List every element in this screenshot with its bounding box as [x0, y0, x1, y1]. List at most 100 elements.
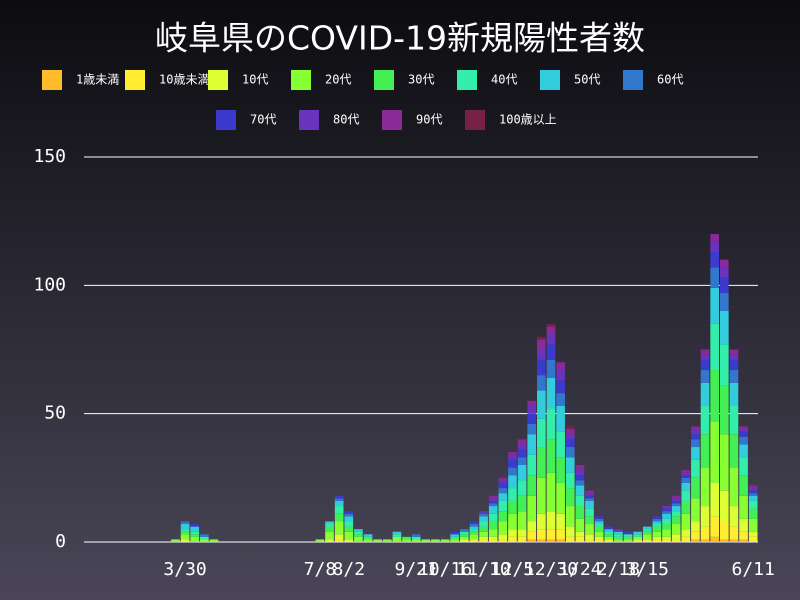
bar-segment	[691, 531, 700, 540]
bar-segment	[575, 536, 585, 542]
bar-segment	[498, 480, 508, 483]
bar-segment	[585, 539, 594, 542]
bar-segment	[739, 475, 748, 496]
legend-label: 80代	[333, 113, 359, 127]
bar-segment	[498, 488, 508, 494]
bar-segment	[623, 539, 633, 542]
bar-segment	[594, 516, 604, 519]
bar-segment	[575, 470, 585, 476]
bar-segment	[334, 500, 344, 507]
bar-segment	[527, 423, 537, 435]
bar-segment	[748, 485, 758, 489]
bar-segment	[565, 536, 575, 542]
bar-segment	[662, 506, 671, 509]
bar-segment	[556, 370, 565, 381]
bar-segment	[565, 506, 575, 527]
bar-segment	[623, 534, 633, 537]
bar-segment	[546, 334, 556, 345]
bar-segment	[537, 349, 546, 360]
bar-segment	[459, 529, 469, 532]
bar-segment	[190, 524, 200, 527]
bar-segment	[402, 536, 411, 540]
bar-segment	[671, 516, 681, 525]
bar-segment	[633, 536, 642, 540]
bar-segment	[209, 539, 219, 542]
legend-label: 20代	[325, 73, 351, 87]
bar-segment	[719, 385, 729, 435]
bar-segment	[537, 375, 546, 391]
bar-segment	[527, 454, 537, 476]
bar-segment	[459, 531, 469, 535]
bar-segment	[334, 521, 344, 535]
bar-segment	[662, 524, 671, 530]
bar-segment	[344, 521, 354, 527]
bar-segment	[411, 534, 421, 537]
bar-segment	[652, 536, 662, 540]
bar-segment	[662, 511, 671, 514]
bar-segment	[508, 529, 517, 537]
bar-segment	[469, 529, 479, 532]
legend-label: 100歳以上	[499, 113, 557, 127]
bar-segment	[517, 457, 527, 465]
bar-segment	[633, 534, 642, 537]
bar-segment	[575, 475, 585, 481]
bar-segment	[710, 536, 720, 542]
legend-label: 60代	[657, 73, 683, 87]
x-tick-label: 2/18	[597, 559, 640, 580]
x-tick-label: 3/30	[163, 559, 206, 580]
bar-segment	[546, 408, 556, 440]
bar-segment	[527, 521, 537, 532]
bar-segment	[537, 418, 546, 448]
bar-segment	[527, 475, 537, 496]
bar-segment	[700, 370, 710, 383]
legend-swatch	[540, 70, 560, 90]
bar-segment	[325, 539, 334, 542]
bar-segment	[180, 539, 190, 542]
x-tick-label: 1/24	[558, 559, 601, 580]
bar-segment	[710, 482, 720, 517]
legend-swatch	[208, 70, 228, 90]
bar-segment	[527, 400, 537, 406]
bar-segment	[537, 513, 546, 530]
bar-segment	[556, 431, 565, 458]
bar-segment	[729, 354, 739, 360]
bar-segment	[748, 490, 758, 494]
bar-segment	[508, 454, 517, 460]
bar-segment	[488, 498, 498, 501]
bar-segment	[710, 516, 720, 537]
bar-segment	[662, 536, 671, 540]
bar-segment	[710, 251, 720, 268]
bar-segment	[565, 472, 575, 489]
bar-segment	[450, 531, 460, 535]
bar-segment	[710, 234, 720, 242]
bar-segment	[739, 495, 748, 519]
bar-segment	[729, 506, 739, 527]
bar-segment	[363, 534, 373, 537]
legend-swatch	[216, 110, 236, 130]
x-tick-label: 12/5	[491, 559, 534, 580]
bar-segment	[459, 534, 469, 537]
bar-segment	[748, 488, 758, 491]
bar-segment	[585, 508, 594, 517]
bar-segment	[662, 518, 671, 525]
bar-segment	[556, 380, 565, 394]
bar-segment	[700, 467, 710, 507]
bar-segment	[565, 439, 575, 448]
bar-segment	[537, 359, 546, 376]
bar-segment	[739, 457, 748, 476]
bar-segment	[517, 444, 527, 450]
x-tick-label: 6/11	[732, 559, 775, 580]
bar-segment	[671, 524, 681, 535]
bar-segment	[325, 531, 334, 540]
x-tick-label: 3/15	[626, 559, 669, 580]
bar-segment	[691, 439, 700, 448]
bar-segment	[719, 311, 729, 345]
bar-segment	[517, 480, 527, 496]
bar-segment	[691, 521, 700, 532]
bar-segment	[344, 511, 354, 514]
bar-segment	[739, 531, 748, 540]
x-tick-label: 12/30	[524, 559, 578, 580]
bar-segment	[739, 518, 748, 532]
bar-segment	[325, 521, 334, 525]
bar-segment	[594, 536, 604, 540]
